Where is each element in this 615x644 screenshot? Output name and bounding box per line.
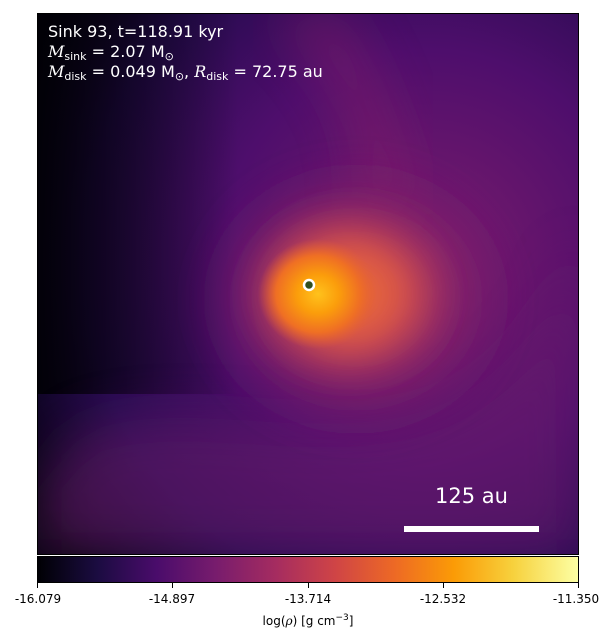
disk-mass-subscript: disk (64, 70, 87, 83)
disk-mass-value: = 0.049 M (86, 62, 175, 81)
separator: , (184, 62, 195, 81)
disk-radius-symbol: R (194, 62, 207, 81)
colorbar-label: log(ρ) [g cm−3] (37, 613, 579, 628)
cbar-label-post: ) [g cm (292, 614, 336, 628)
sun-symbol-2: ⊙ (174, 70, 185, 83)
colorbar-tick-label: -11.350 (552, 592, 600, 606)
colorbar-tick-label: -14.897 (148, 592, 196, 606)
sink-circle-icon (302, 278, 316, 292)
cbar-label-rho: ρ (285, 614, 293, 628)
colorbar-tick-label: -16.079 (14, 592, 62, 606)
scale-bar (404, 526, 539, 532)
disk-radius-subscript: disk (206, 70, 229, 83)
mass-subscript: sink (64, 50, 87, 63)
colorbar-tick (443, 583, 444, 588)
density-map-panel: Sink 93, t=118.91 kyr Msink = 2.07 M⊙ Md… (37, 13, 579, 555)
colorbar-tick (578, 583, 579, 588)
colorbar-tick (37, 583, 38, 588)
sink-time-text: Sink 93, t=118.91 kyr (48, 22, 224, 41)
colorbar-tick-label: -13.714 (284, 592, 332, 606)
sun-symbol: ⊙ (164, 50, 174, 63)
colorbar-tick (172, 583, 173, 588)
scale-bar-label: 125 au (435, 484, 508, 508)
sink-mass-value: = 2.07 M (86, 42, 165, 61)
annotation-line-3: Mdisk = 0.049 M⊙, Rdisk = 72.75 au (48, 62, 323, 87)
mass-symbol: M (48, 42, 65, 61)
density-map (38, 14, 578, 554)
disk-mass-symbol: M (48, 62, 65, 81)
annotation-line-2: Msink = 2.07 M⊙ (48, 42, 174, 67)
colorbar-tick-label: -12.532 (419, 592, 467, 606)
cbar-label-pre: log( (262, 614, 286, 628)
disk-radius-value: = 72.75 au (228, 62, 323, 81)
annotation-line-1: Sink 93, t=118.91 kyr (48, 22, 223, 42)
cbar-label-exp: −3 (335, 613, 349, 623)
cbar-label-end: ] (348, 614, 354, 628)
colorbar (37, 556, 579, 583)
colorbar-tick (308, 583, 309, 588)
